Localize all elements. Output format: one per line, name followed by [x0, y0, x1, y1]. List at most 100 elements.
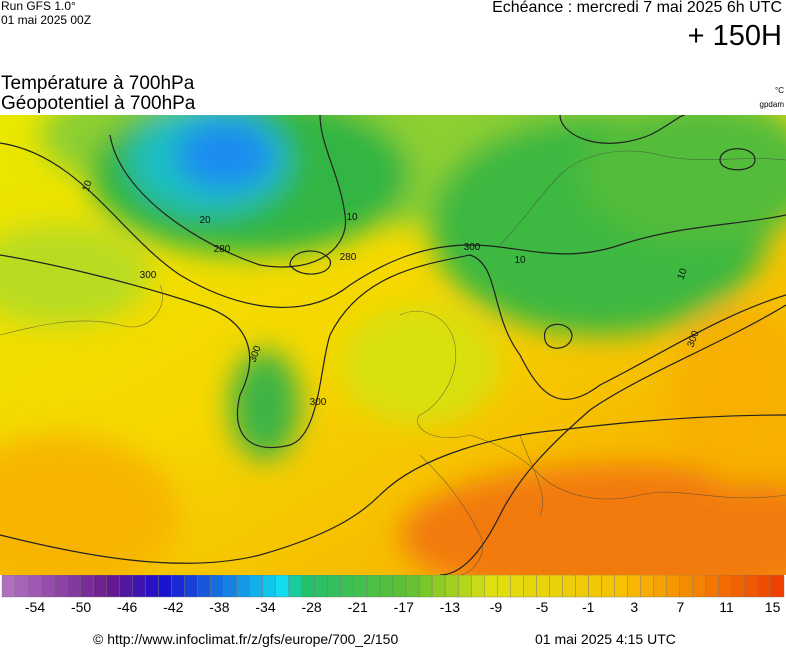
colorbar-label: -9	[489, 599, 503, 615]
colorbar-swatch	[184, 575, 198, 598]
colorbar-swatch	[14, 575, 29, 598]
colorbar-label: 7	[676, 599, 685, 615]
footer-generated: 01 mai 2025 4:15 UTC	[535, 631, 676, 647]
colorbar-label: 15	[764, 599, 781, 615]
colorbar-swatch	[457, 575, 472, 598]
colorbar-swatch	[757, 575, 772, 598]
colorbar-label: -38	[209, 599, 230, 615]
colorbar-swatch	[640, 575, 654, 598]
colorbar-swatch	[744, 575, 759, 598]
colorbar-swatch	[536, 575, 550, 598]
colorbar-swatch	[301, 575, 315, 598]
colorbar-swatch	[327, 575, 342, 598]
colorbar-swatch	[1, 575, 16, 598]
colorbar-swatch	[523, 575, 537, 598]
colorbar-swatch	[249, 575, 263, 598]
colorbar-label: -13	[439, 599, 460, 615]
title-geopotential: Géopotentiel à 700hPa	[1, 93, 196, 114]
colorbar-swatch	[392, 575, 407, 598]
colorbar-swatch	[471, 575, 485, 598]
colorbar-swatch	[692, 575, 706, 598]
contour-label: 300	[310, 397, 327, 408]
run-date: 01 mai 2025 00Z	[1, 13, 92, 27]
colorbar-swatch	[275, 575, 289, 598]
colorbar-swatch	[705, 575, 720, 598]
colorbar-swatch	[588, 575, 602, 598]
colorbar-label: -5	[535, 599, 549, 615]
colorbar-swatch	[770, 575, 785, 598]
contour-label: 10	[676, 267, 690, 282]
colorbar-swatch	[614, 575, 628, 598]
colorbar-label: -54	[24, 599, 46, 615]
contour-label: 300	[140, 270, 157, 281]
colorbar-swatch	[353, 575, 368, 598]
colorbar-swatch	[27, 575, 42, 598]
colorbar-label: -1	[581, 599, 595, 615]
contour-label: 280	[340, 252, 357, 263]
colorbar-swatch	[223, 575, 237, 598]
colorbar-swatch	[679, 575, 693, 598]
colorbar-swatch	[405, 575, 420, 598]
colorbar-swatch	[340, 575, 355, 598]
colorbar-swatch	[158, 575, 172, 598]
colorbar-swatch	[575, 575, 589, 598]
colorbar-swatch	[197, 575, 211, 598]
contour-label: 20	[199, 215, 211, 226]
colorbar-swatch	[549, 575, 563, 598]
colorbar-swatch	[497, 575, 511, 598]
colorbar-swatch	[418, 575, 433, 598]
colorbar-swatch	[210, 575, 224, 598]
colorbar-swatch	[40, 575, 55, 598]
colorbar-swatch	[288, 575, 302, 598]
contour-label: 10	[514, 255, 526, 266]
colorbar-labels: -54 -50 -46 -42 -38 -34 -28 -21 -17 -13 -9 -5 -1 3 7 11…	[0, 600, 786, 618]
colorbar-swatch	[66, 575, 81, 598]
colorbar-swatch	[666, 575, 680, 598]
contour-label: 10	[346, 212, 358, 223]
contour-label: 280	[214, 244, 231, 255]
colorbar-label: -21	[347, 599, 368, 615]
colorbar-swatch	[79, 575, 94, 598]
contour-label: 10	[81, 179, 95, 194]
unit-temperature: °C	[775, 86, 784, 95]
colorbar-swatch	[431, 575, 446, 598]
colorbar-swatch	[314, 575, 329, 598]
colorbar-swatch	[93, 575, 107, 598]
colorbar-label: -46	[117, 599, 138, 615]
colorbar-swatch	[601, 575, 615, 598]
colorbar-swatch	[653, 575, 667, 598]
colorbar-label: -50	[70, 599, 92, 615]
colorbar-swatch	[53, 575, 68, 598]
colorbar-swatch	[171, 575, 185, 598]
colorbar-swatch	[145, 575, 159, 598]
unit-geopotential: gpdam	[759, 100, 784, 109]
contour-label: 300	[464, 242, 481, 253]
colorbar-swatch	[510, 575, 524, 598]
colorbar-swatch	[731, 575, 746, 598]
colorbar-swatch	[262, 575, 276, 598]
colorbar-label: 3	[630, 599, 639, 615]
colorbar-swatch	[106, 575, 120, 598]
title-temperature: Température à 700hPa	[1, 73, 195, 94]
colorbar-swatch	[119, 575, 133, 598]
lead-time: + 150H	[687, 20, 782, 52]
footer-source: © http://www.infoclimat.fr/z/gfs/europe/…	[93, 631, 399, 647]
colorbar-swatch	[562, 575, 576, 598]
colorbar-label: -42	[163, 599, 184, 615]
colorbar-swatch	[718, 575, 733, 598]
run-label: Run GFS 1.0°	[1, 0, 76, 13]
colorbar-swatch	[627, 575, 641, 598]
colorbar-swatch	[236, 575, 250, 598]
colorbar-swatch	[444, 575, 459, 598]
colorbar-swatch	[379, 575, 394, 598]
valid-time: Echéance : mercredi 7 mai 2025 6h UTC	[492, 0, 782, 16]
colorbar-swatch	[366, 575, 381, 598]
colorbar-label: 11	[719, 599, 734, 615]
colorbar-swatch	[132, 575, 146, 598]
colorbar-label: -34	[255, 599, 276, 615]
colorbar-label: -17	[393, 599, 414, 615]
colorbar	[1, 575, 785, 598]
colorbar-swatch	[484, 575, 498, 598]
